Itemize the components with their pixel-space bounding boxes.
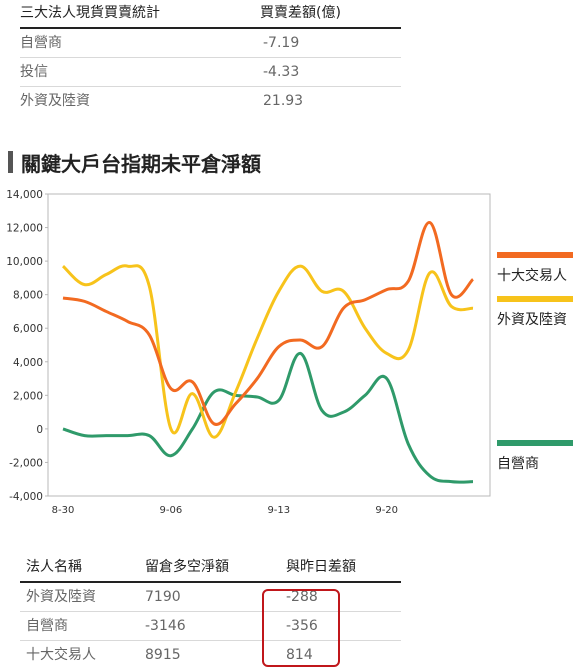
x-tick-label: 8-30 (52, 505, 75, 516)
row-label: 十大交易人 (26, 647, 96, 663)
legend-label: 自營商 (497, 456, 539, 472)
table-row: 自營商 -3146 -356 (20, 612, 401, 641)
x-tick-label: 9-06 (160, 505, 183, 516)
legend-swatch (497, 252, 573, 258)
row-label: 投信 (20, 64, 48, 80)
row-label: 自營商 (26, 618, 68, 634)
y-tick-label: 0 (36, 424, 43, 436)
legend-item-dealers: 自營商 (497, 440, 573, 473)
header-cell: 留倉多空淨額 (145, 559, 229, 575)
row-change: -356 (286, 618, 318, 634)
y-tick-label: 2,000 (13, 390, 43, 402)
row-value: 7190 (145, 589, 181, 605)
x-tick-label: 9-20 (375, 505, 398, 516)
legend-swatch (497, 440, 573, 446)
series-line-2 (62, 351, 474, 484)
legend-item-top-traders: 十大交易人 (497, 252, 573, 285)
legend-label: 十大交易人 (497, 268, 567, 284)
table-header: 三大法人現貨買賣統計 買賣差額(億) (20, 0, 401, 29)
table-row: 十大交易人 8915 814 (20, 641, 401, 669)
row-label: 自營商 (20, 35, 62, 51)
row-label: 外資及陸資 (20, 93, 90, 109)
row-value: 8915 (145, 647, 181, 663)
legend-item-foreign: 外資及陸資 (497, 296, 573, 329)
open-interest-chart: -4,000 -2,000 0 2,000 4,000 6,000 8,000 10,000 1… (6, 189, 491, 516)
y-tick-label: -4,000 (9, 491, 43, 503)
section-title: 關鍵大戶台指期未平倉淨額 (21, 151, 261, 176)
institutional-position-table: 法人名稱 留倉多空淨額 與昨日差額 外資及陸資 7190 -288 自營商 -3… (20, 554, 401, 669)
header-cell: 法人名稱 (26, 559, 82, 575)
row-value: -3146 (145, 618, 186, 634)
y-tick-label: 8,000 (13, 290, 43, 302)
table-row: 投信 -4.33 (20, 58, 401, 87)
header-cell: 三大法人現貨買賣統計 (20, 5, 160, 21)
header-cell: 與昨日差額 (286, 559, 356, 575)
row-change: -288 (286, 589, 318, 605)
y-tick-label: 12,000 (6, 223, 43, 235)
y-tick-label: -2,000 (9, 457, 43, 469)
table-header: 法人名稱 留倉多空淨額 與昨日差額 (20, 554, 401, 583)
y-tick-label: 6,000 (13, 323, 43, 335)
section-heading: 關鍵大戶台指期未平倉淨額 (8, 147, 261, 177)
row-value: -4.33 (263, 64, 300, 80)
y-tick-label: 4,000 (13, 357, 43, 369)
table-row: 自營商 -7.19 (20, 29, 401, 58)
series-line-0 (62, 221, 475, 426)
row-change: 814 (286, 647, 313, 663)
heading-bar-icon (8, 151, 13, 173)
plot-area (47, 193, 491, 497)
row-label: 外資及陸資 (26, 589, 96, 605)
row-value: 21.93 (263, 93, 304, 109)
spot-trading-table: 三大法人現貨買賣統計 買賣差額(億) 自營商 -7.19 投信 -4.33 外資… (20, 0, 401, 115)
legend-swatch (497, 296, 573, 302)
row-value: -7.19 (263, 35, 300, 51)
table-row: 外資及陸資 7190 -288 (20, 583, 401, 612)
y-tick-label: 10,000 (6, 256, 43, 268)
series-line-1 (61, 264, 474, 439)
x-tick-label: 9-13 (267, 505, 290, 516)
y-tick-label: 14,000 (6, 189, 43, 201)
table-row: 外資及陸資 21.93 (20, 87, 401, 115)
legend-label: 外資及陸資 (497, 312, 567, 328)
header-cell: 買賣差額(億) (260, 5, 341, 21)
highlight-box (262, 589, 340, 667)
